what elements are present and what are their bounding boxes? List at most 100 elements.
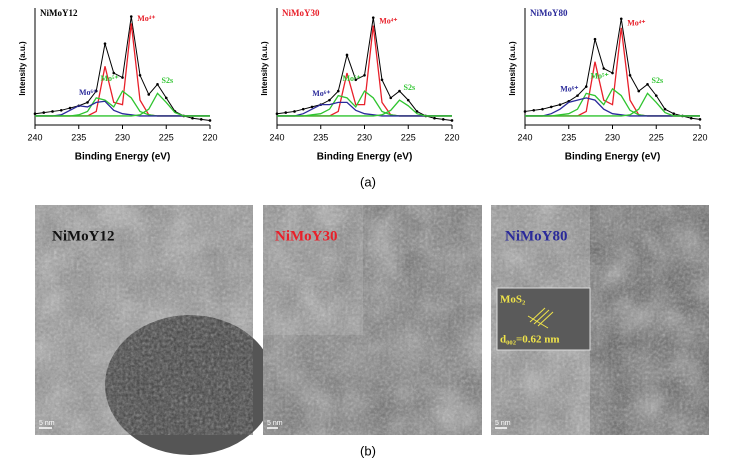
data-point — [450, 119, 454, 122]
series-label: Mo⁵⁺ — [343, 74, 361, 83]
series-line — [35, 92, 210, 117]
data-point — [328, 98, 331, 102]
series-label: Mo⁴⁺ — [137, 14, 155, 23]
data-point — [284, 111, 288, 114]
x-tick-label: 220 — [692, 132, 707, 142]
data-point — [59, 109, 63, 112]
inset — [496, 287, 591, 351]
data-point — [363, 73, 366, 77]
series-label: S2s — [404, 83, 416, 92]
image-label: NiMoY80 — [505, 228, 568, 244]
series-label: Mo⁵⁺ — [101, 74, 119, 83]
data-point — [541, 107, 544, 111]
data-point — [441, 118, 445, 121]
data-point — [33, 112, 37, 115]
data-point — [654, 94, 658, 97]
x-tick-label: 240 — [27, 132, 42, 142]
data-point — [433, 116, 436, 120]
data-point — [301, 107, 305, 111]
series-label: Mo⁵⁺ — [591, 72, 609, 81]
data-point — [558, 103, 562, 106]
data-point — [191, 116, 194, 120]
x-tick-label: 225 — [401, 132, 416, 142]
series-label: Mo⁴⁺ — [627, 19, 645, 28]
series-line — [35, 100, 210, 117]
series-label: Mo⁶⁺ — [560, 85, 578, 94]
data-point — [646, 83, 649, 86]
y-axis-label: Intensity (a.u.) — [508, 41, 517, 96]
data-point — [86, 101, 89, 104]
inset-spacing: d₀₀₂=0.62 nm — [500, 334, 560, 346]
x-tick-label: 230 — [115, 132, 130, 142]
data-point — [371, 16, 375, 19]
inset-title: MoS₂ — [500, 294, 526, 306]
series-line — [525, 92, 700, 117]
tem-image: NiMoY80 MoS₂ d₀₀₂=0.62 nm 5 nm — [491, 205, 709, 435]
data-point — [663, 107, 667, 111]
scale-label: 5 nm — [267, 420, 283, 427]
data-point — [415, 110, 419, 113]
x-tick-label: 235 — [71, 132, 86, 142]
data-point — [42, 111, 46, 114]
data-point — [293, 110, 296, 113]
data-point — [94, 89, 98, 93]
x-tick-label: 235 — [313, 132, 328, 142]
data-point — [68, 106, 72, 110]
data-point — [532, 109, 536, 112]
series-label: S2s — [652, 76, 664, 85]
data-point — [611, 71, 614, 75]
data-point — [275, 112, 279, 115]
data-point — [689, 116, 693, 120]
series-line — [35, 23, 210, 117]
x-tick-label: 230 — [605, 132, 620, 142]
data-point — [672, 112, 676, 115]
y-axis-label: Intensity (a.u.) — [18, 41, 27, 96]
x-tick-label: 230 — [357, 132, 372, 142]
series-line — [277, 99, 452, 117]
scale-label: 5 nm — [39, 420, 55, 427]
x-axis-label: Binding Energy (eV) — [317, 152, 413, 163]
data-point — [129, 15, 133, 18]
series-line — [277, 101, 452, 117]
x-tick-label: 220 — [444, 132, 459, 142]
data-point — [389, 96, 393, 100]
data-point — [199, 118, 203, 121]
x-tick-label: 240 — [517, 132, 532, 142]
lattice-marks — [527, 307, 554, 329]
data-point — [398, 89, 401, 93]
data-point — [602, 67, 606, 70]
data-point — [208, 119, 212, 122]
data-point — [354, 78, 358, 82]
image-label: NiMoY12 — [52, 228, 115, 244]
image-label: NiMoY30 — [275, 228, 338, 244]
data-point — [523, 110, 527, 113]
panel-label: (a) — [360, 174, 376, 189]
chart-title: NiMoY30 — [282, 8, 320, 18]
x-tick-label: 225 — [159, 132, 174, 142]
data-point — [103, 42, 107, 45]
data-point — [637, 89, 641, 93]
x-tick-label: 240 — [269, 132, 284, 142]
y-axis-label: Intensity (a.u.) — [260, 41, 269, 96]
series-label: S2s — [162, 76, 174, 85]
data-point — [628, 73, 632, 77]
series-line — [525, 97, 700, 117]
chart-title: NiMoY80 — [530, 8, 568, 18]
tem-image: NiMoY12 5 nm — [35, 205, 275, 455]
data-point — [310, 105, 314, 109]
tem-image: NiMoY30 5 nm — [263, 205, 482, 435]
image-noise — [35, 205, 253, 435]
x-tick-label: 225 — [649, 132, 664, 142]
data-point — [698, 118, 702, 121]
panel-label: (b) — [360, 443, 376, 458]
data-point — [345, 53, 349, 57]
image-noise — [263, 205, 482, 435]
data-point — [112, 71, 116, 75]
series-label: Mo⁶⁺ — [79, 88, 97, 97]
x-axis-label: Binding Energy (eV) — [75, 152, 171, 163]
data-point — [336, 89, 340, 93]
data-point — [406, 98, 410, 102]
series-label: Mo⁶⁺ — [312, 89, 330, 98]
x-tick-label: 220 — [202, 132, 217, 142]
